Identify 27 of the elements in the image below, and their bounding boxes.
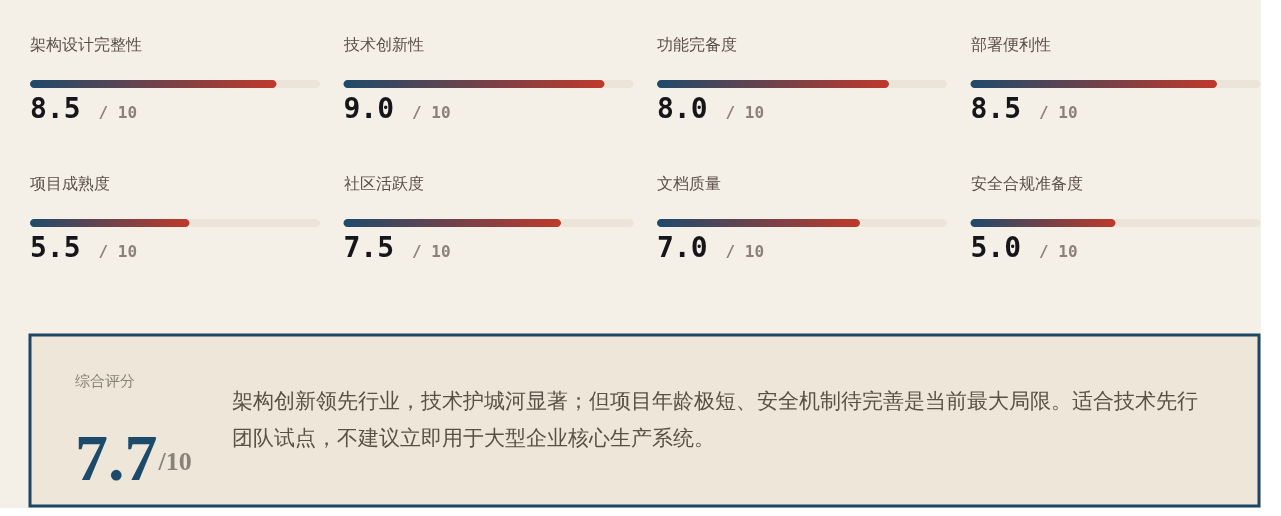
y-tick-label: 功能完备度 bbox=[657, 35, 737, 54]
data-label: 7.0 bbox=[657, 231, 708, 264]
total-label: / 10 bbox=[1039, 103, 1078, 122]
total-label: / 10 bbox=[98, 103, 138, 122]
text: 综合评分 bbox=[75, 372, 135, 390]
y-tick-label: 项目成熟度 bbox=[30, 174, 110, 193]
total-label: / 10 bbox=[725, 242, 765, 261]
text: 架构创新领先行业，技术护城河显著；但项目年龄极短、安全机制待完善是当前最大局限。适合技术先行团队试点，不建议立即用于大型企业核心生产系统。 bbox=[232, 389, 1198, 450]
total-label: / 10 bbox=[412, 103, 451, 122]
text: 7.7/10 bbox=[75, 421, 192, 494]
y-tick-label: 部署便利性 bbox=[970, 35, 1051, 54]
data-label: 5.5 bbox=[30, 231, 81, 264]
y-tick-label: 安全合规准备度 bbox=[970, 174, 1083, 193]
total-label: / 10 bbox=[1039, 242, 1078, 261]
data-label: 7.5 bbox=[343, 231, 395, 264]
data-label: 9.0 bbox=[343, 92, 395, 125]
y-tick-label: 社区活跃度 bbox=[343, 174, 424, 193]
total-label: / 10 bbox=[98, 242, 138, 261]
data-label: 8.5 bbox=[970, 92, 1022, 125]
y-tick-label: 文档质量 bbox=[657, 174, 721, 193]
total-label: / 10 bbox=[725, 103, 765, 122]
y-tick-label: 技术创新性 bbox=[342, 35, 424, 54]
total-label: / 10 bbox=[412, 242, 451, 261]
data-label: 5.0 bbox=[970, 231, 1022, 264]
data-label: 8.5 bbox=[30, 92, 81, 125]
y-tick-label: 架构设计完整性 bbox=[30, 35, 142, 54]
data-label: 8.0 bbox=[657, 92, 708, 125]
